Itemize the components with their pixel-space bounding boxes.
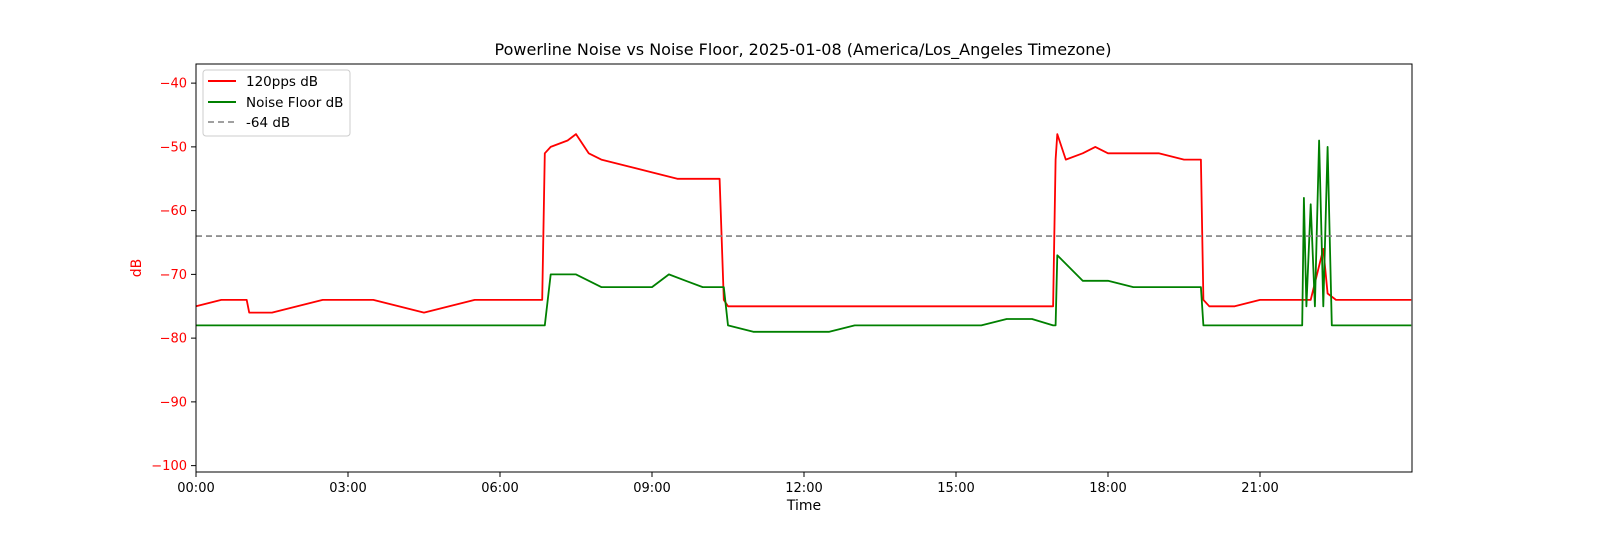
series-layer — [195, 133, 1412, 333]
x-tick-label: 09:00 — [633, 481, 670, 496]
chart-title: Powerline Noise vs Noise Floor, 2025-01-… — [495, 40, 1112, 60]
legend-label-threshold: -64 dB — [246, 115, 290, 131]
x-tick-label: 18:00 — [1089, 481, 1126, 496]
series-line-120pps — [195, 133, 1412, 314]
x-tick-label: 15:00 — [937, 481, 974, 496]
x-axis-label: Time — [786, 498, 821, 514]
legend: 120pps dB Noise Floor dB -64 dB — [202, 69, 351, 137]
x-tick-label: 12:00 — [785, 481, 822, 496]
x-tick-label: 03:00 — [329, 481, 366, 496]
y-axis: −40 −50 −60 −70 −80 −90 −100 — [151, 77, 196, 474]
legend-box — [202, 69, 351, 137]
y-tick-label: −50 — [160, 140, 187, 155]
series-line-noise-floor — [196, 139, 1412, 333]
x-tick-label: 21:00 — [1241, 481, 1278, 496]
y-tick-label: −70 — [160, 268, 187, 283]
legend-label-120pps: 120pps dB — [246, 74, 318, 90]
y-tick-label: −40 — [160, 77, 187, 92]
y-tick-label: −80 — [160, 332, 187, 347]
y-axis-label: dB — [129, 259, 145, 278]
x-axis: 00:00 03:00 06:00 09:00 12:00 15:00 18:00 21:00 — [177, 472, 1279, 496]
y-tick-label: −60 — [160, 204, 187, 219]
y-tick-label: −100 — [151, 459, 187, 474]
x-tick-label: 00:00 — [177, 481, 214, 496]
y-tick-label: −90 — [160, 395, 187, 410]
legend-label-noise-floor: Noise Floor dB — [246, 95, 343, 111]
x-tick-label: 06:00 — [481, 481, 518, 496]
